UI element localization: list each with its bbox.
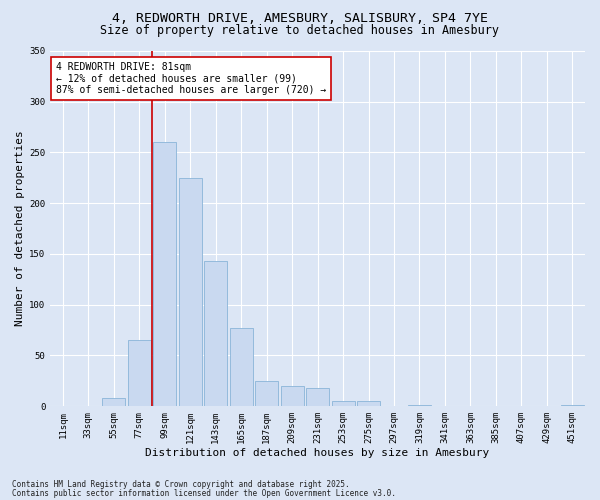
X-axis label: Distribution of detached houses by size in Amesbury: Distribution of detached houses by size … (145, 448, 490, 458)
Text: Size of property relative to detached houses in Amesbury: Size of property relative to detached ho… (101, 24, 499, 37)
Bar (357, 401, 380, 406)
Text: Contains public sector information licensed under the Open Government Licence v3: Contains public sector information licen… (12, 488, 396, 498)
Bar (128, 340, 151, 406)
Bar (154, 142, 176, 406)
Bar (204, 261, 227, 406)
Bar (103, 398, 125, 406)
Bar (281, 386, 304, 406)
Text: 4 REDWORTH DRIVE: 81sqm
← 12% of detached houses are smaller (99)
87% of semi-de: 4 REDWORTH DRIVE: 81sqm ← 12% of detache… (56, 62, 326, 95)
Text: 4, REDWORTH DRIVE, AMESBURY, SALISBURY, SP4 7YE: 4, REDWORTH DRIVE, AMESBURY, SALISBURY, … (112, 12, 488, 26)
Bar (230, 328, 253, 406)
Bar (306, 388, 329, 406)
Bar (408, 405, 431, 406)
Bar (179, 178, 202, 406)
Bar (332, 401, 355, 406)
Y-axis label: Number of detached properties: Number of detached properties (15, 130, 25, 326)
Bar (561, 405, 584, 406)
Text: Contains HM Land Registry data © Crown copyright and database right 2025.: Contains HM Land Registry data © Crown c… (12, 480, 350, 489)
Bar (255, 381, 278, 406)
